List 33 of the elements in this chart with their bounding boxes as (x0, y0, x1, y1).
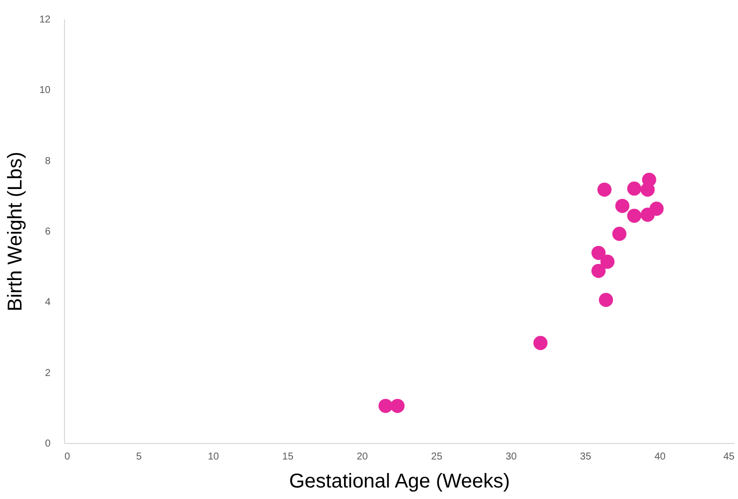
x-tick-label: 25 (431, 452, 443, 462)
point (640, 182, 655, 197)
point (615, 198, 630, 213)
x-tick-label: 20 (356, 452, 368, 462)
x-tick-label: 35 (580, 452, 592, 462)
y-tick-label: 6 (44, 226, 51, 238)
y-tick-label: 0 (44, 438, 51, 450)
x-tick-label: 30 (506, 452, 518, 462)
point (591, 264, 606, 278)
point (390, 398, 405, 413)
y-axis-title: Birth Weight (Lbs) (4, 152, 26, 312)
y-tick-label: 12 (39, 14, 51, 26)
y-tick-label: 2 (44, 368, 51, 379)
point (627, 208, 642, 223)
point (378, 398, 393, 413)
x-tick-label: 45 (723, 452, 735, 462)
point (600, 254, 615, 269)
x-tick-label: 15 (282, 452, 294, 462)
point (650, 202, 664, 216)
y-tick-label: 8 (44, 156, 51, 167)
y-tick-label: 4 (44, 297, 51, 308)
point (612, 226, 626, 241)
point (533, 336, 548, 350)
x-axis-title: Gestational Age (Weeks) (289, 470, 510, 492)
x-tick-label: 40 (654, 452, 666, 462)
x-tick-label: 10 (208, 452, 220, 462)
point (591, 246, 606, 260)
point (627, 182, 642, 196)
x-tick-label: 5 (136, 452, 142, 462)
point (598, 292, 614, 307)
point (597, 182, 612, 197)
x-tick-label: 0 (64, 452, 70, 462)
y-tick-label: 10 (39, 85, 51, 96)
